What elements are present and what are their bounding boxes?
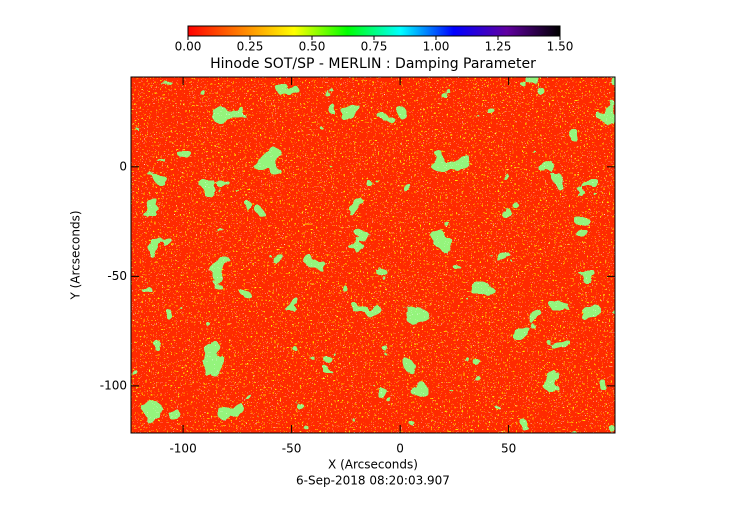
x-axis-label: X (Arcseconds) <box>328 458 418 472</box>
x-tick-label: -50 <box>282 442 302 456</box>
colorbar-tick-label: 0.00 <box>175 40 202 54</box>
x-tick-label: -100 <box>169 442 196 456</box>
y-axis-label: Y (Arcseconds) <box>69 210 83 300</box>
colorbar <box>187 25 561 37</box>
colorbar-tick-label: 1.50 <box>547 40 574 54</box>
colorbar-tick-label: 0.50 <box>299 40 326 54</box>
x-tick-label: 0 <box>396 442 404 456</box>
colorbar-tick-label: 1.25 <box>485 40 512 54</box>
y-tick-label: 0 <box>119 159 127 173</box>
colorbar-tick-label: 0.25 <box>237 40 264 54</box>
footer: 6-Sep-2018 08:20:03.907 <box>296 474 450 488</box>
plot-frame <box>130 76 616 434</box>
x-tick-label: 50 <box>501 442 516 456</box>
colorbar-tick-label: 0.75 <box>361 40 388 54</box>
image <box>131 77 615 433</box>
y-tick-label: -50 <box>107 269 127 283</box>
colorbar-tick-label: 1.00 <box>423 40 450 54</box>
y-tick-label: -100 <box>100 378 127 392</box>
chart-title: Hinode SOT/SP - MERLIN : Damping Paramet… <box>210 56 536 72</box>
